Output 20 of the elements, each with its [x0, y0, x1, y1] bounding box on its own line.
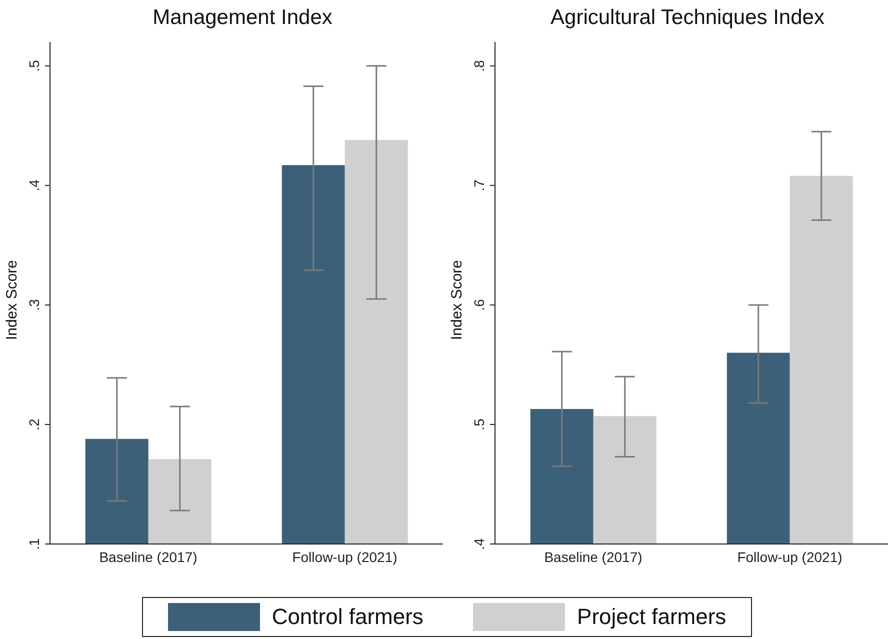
- x-tick-label: Follow-up (2021): [737, 548, 842, 565]
- chart-title: Agricultural Techniques Index: [550, 6, 826, 30]
- y-axis-title: Index Score: [4, 260, 20, 340]
- legend-label: Project farmers: [577, 604, 726, 630]
- y-tick-label: .4: [26, 179, 42, 192]
- chart-title: Management Index: [152, 6, 334, 30]
- y-tick-label: .6: [471, 298, 487, 311]
- y-tick-label: .7: [471, 179, 487, 192]
- y-axis-title: Index Score: [448, 260, 466, 340]
- y-tick-label: .3: [26, 298, 42, 311]
- x-tick-label: Baseline (2017): [544, 548, 642, 565]
- x-tick-label: Follow-up (2021): [292, 548, 398, 565]
- y-tick-label: .5: [26, 60, 42, 72]
- legend-label: Control farmers: [272, 604, 424, 630]
- y-tick-label: .4: [471, 538, 487, 550]
- y-tick-label: .5: [471, 418, 487, 430]
- y-tick-label: .8: [471, 60, 487, 72]
- y-tick-label: .1: [26, 538, 42, 550]
- y-tick-label: .2: [26, 418, 42, 430]
- x-tick-label: Baseline (2017): [99, 548, 198, 565]
